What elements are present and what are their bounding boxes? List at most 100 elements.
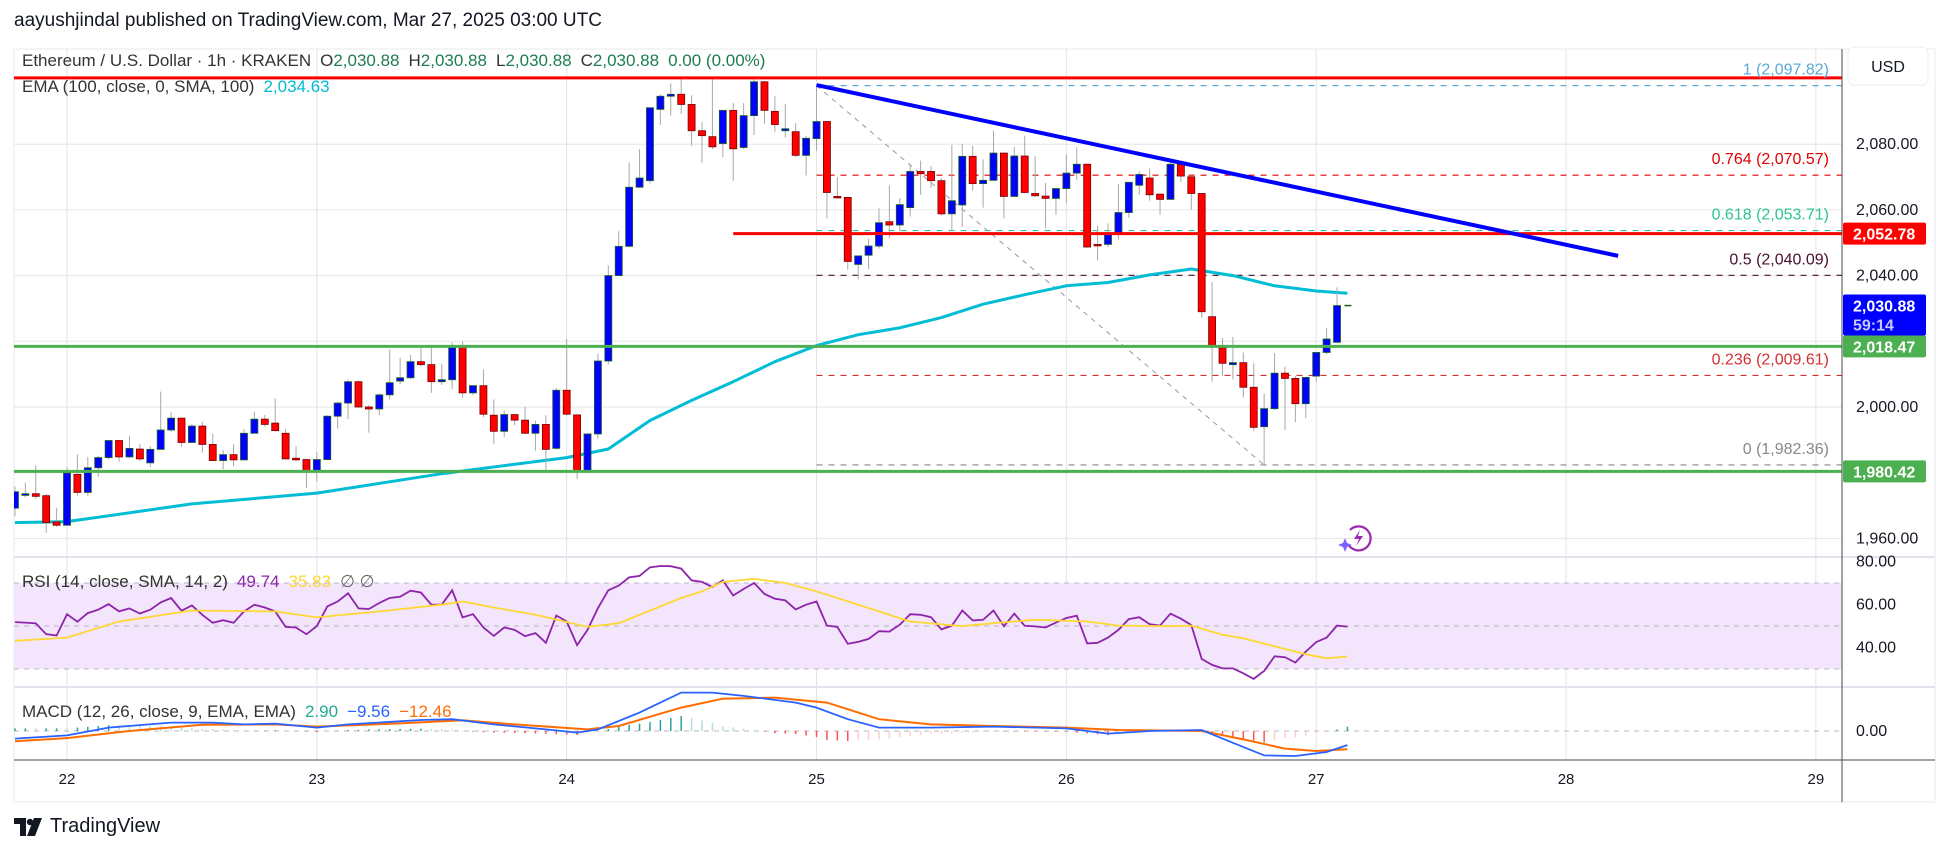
candle[interactable]: [604, 265, 613, 365]
candle[interactable]: [1124, 181, 1133, 218]
candle[interactable]: [854, 255, 863, 280]
candle[interactable]: [583, 433, 592, 473]
candle[interactable]: [250, 411, 259, 434]
price-badge[interactable]: 1,980.42: [1843, 460, 1926, 483]
candle[interactable]: [364, 405, 373, 433]
candle[interactable]: [292, 446, 300, 461]
candle[interactable]: [510, 414, 519, 426]
candle[interactable]: [698, 122, 706, 163]
candle[interactable]: [968, 145, 977, 191]
candle[interactable]: [208, 433, 217, 462]
candle[interactable]: [1062, 154, 1071, 204]
candle[interactable]: [354, 380, 363, 408]
candle[interactable]: [1239, 352, 1248, 398]
candle[interactable]: [115, 439, 123, 462]
candle[interactable]: [333, 402, 342, 429]
candle[interactable]: [1301, 376, 1310, 419]
candle[interactable]: [135, 444, 144, 461]
candle[interactable]: [1249, 363, 1258, 431]
candle[interactable]: [885, 185, 894, 239]
candle[interactable]: [770, 96, 779, 132]
candle[interactable]: [573, 414, 581, 480]
candle[interactable]: [1312, 352, 1321, 382]
candle[interactable]: [156, 391, 165, 450]
candle[interactable]: [1291, 376, 1300, 423]
candle[interactable]: [94, 455, 103, 477]
candle[interactable]: [73, 454, 82, 496]
candle[interactable]: [625, 162, 634, 247]
candle[interactable]: [947, 144, 956, 231]
candle[interactable]: [833, 177, 842, 199]
candle[interactable]: [552, 387, 561, 450]
candle[interactable]: [1000, 152, 1008, 219]
candle[interactable]: [906, 163, 915, 217]
candle[interactable]: [729, 103, 738, 181]
candle[interactable]: [781, 103, 790, 138]
candle[interactable]: [437, 363, 446, 385]
candle[interactable]: [219, 450, 228, 470]
candle[interactable]: [385, 349, 394, 400]
candle[interactable]: [198, 421, 207, 453]
candle[interactable]: [63, 467, 71, 526]
candle[interactable]: [677, 76, 686, 114]
candle[interactable]: [1093, 225, 1102, 261]
candle[interactable]: [562, 339, 571, 416]
currency-button[interactable]: USD: [1847, 46, 1929, 86]
candle[interactable]: [396, 357, 405, 385]
candle[interactable]: [937, 178, 946, 216]
candle[interactable]: [1145, 168, 1154, 201]
candle[interactable]: [500, 410, 509, 438]
candle[interactable]: [760, 81, 769, 124]
candle[interactable]: [427, 347, 436, 393]
candle[interactable]: [344, 379, 352, 420]
candle[interactable]: [260, 414, 269, 427]
candle[interactable]: [1010, 146, 1019, 197]
symbol-legend[interactable]: Ethereum / U.S. Dollar · 1h · KRAKEN O2,…: [22, 51, 774, 71]
candle[interactable]: [42, 494, 51, 533]
price-badge[interactable]: 2,018.47: [1843, 335, 1926, 358]
macd-legend[interactable]: MACD (12, 26, close, 9, EMA, EMA) 2.90 −…: [22, 702, 461, 722]
candle[interactable]: [1229, 337, 1237, 380]
candle[interactable]: [406, 355, 415, 380]
candle[interactable]: [718, 109, 727, 158]
candle[interactable]: [739, 103, 748, 150]
symbol-title[interactable]: Ethereum / U.S. Dollar · 1h · KRAKEN: [22, 51, 312, 70]
candle[interactable]: [594, 353, 602, 439]
candle[interactable]: [1020, 135, 1029, 194]
candle[interactable]: [979, 159, 987, 208]
candle[interactable]: [1281, 366, 1289, 430]
candle[interactable]: [11, 486, 19, 517]
candle[interactable]: [708, 76, 717, 150]
candle[interactable]: [417, 347, 425, 367]
candle[interactable]: [646, 107, 654, 184]
candle[interactable]: [812, 85, 821, 151]
candle[interactable]: [1270, 353, 1279, 411]
price-badge[interactable]: 2,052.78: [1843, 222, 1926, 245]
candle[interactable]: [458, 341, 467, 398]
ema-legend[interactable]: EMA (100, close, 0, SMA, 100) 2,034.63: [22, 77, 339, 97]
candle[interactable]: [1187, 176, 1196, 210]
candle[interactable]: [489, 399, 498, 445]
fib-trend-line[interactable]: [816, 85, 1265, 466]
axes[interactable]: 22 23 24 25 26 27 28 29 2,080.00 2,060.00 2,040.00…: [59, 136, 1926, 788]
candle[interactable]: [21, 482, 30, 498]
candle[interactable]: [323, 415, 332, 461]
candle[interactable]: [1052, 188, 1060, 215]
candle[interactable]: [521, 407, 529, 434]
candle[interactable]: [614, 231, 623, 276]
candle[interactable]: [916, 160, 925, 195]
candle[interactable]: [104, 439, 113, 460]
candle[interactable]: [1156, 193, 1164, 215]
candle[interactable]: [167, 412, 176, 432]
candle[interactable]: [146, 446, 155, 468]
candle[interactable]: [271, 398, 280, 432]
last-price-badge[interactable]: 2,030.88 59:14: [1843, 294, 1926, 336]
candle[interactable]: [635, 149, 644, 188]
candle[interactable]: [541, 415, 550, 470]
candle[interactable]: [687, 95, 696, 146]
candle[interactable]: [1197, 193, 1206, 318]
candle[interactable]: [375, 393, 384, 416]
candle[interactable]: [177, 417, 186, 447]
candle[interactable]: [281, 429, 290, 460]
